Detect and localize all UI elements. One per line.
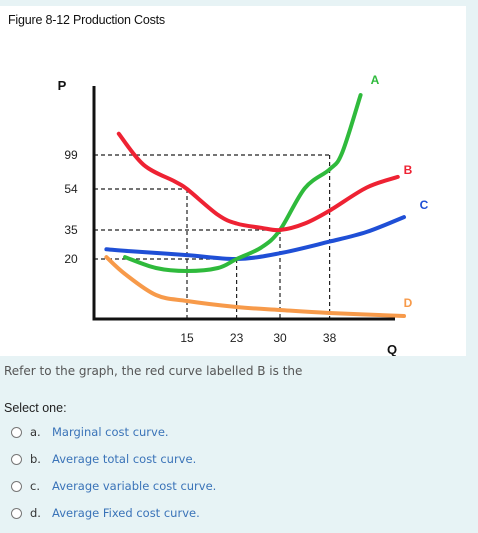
x-tick-30: 30 [273,331,287,345]
series-label-c: C [420,198,429,212]
series-label-a: A [371,73,380,87]
option-b-text[interactable]: Average total cost curve. [52,452,197,466]
question-text: Refer to the graph, the red curve labell… [4,364,303,378]
y-tick-99: 99 [64,148,78,162]
curve-b [116,131,400,233]
radio-option-b[interactable] [11,453,22,465]
figure-panel: Figure 8-12 Production Costs A B C D P Q 99 54 3… [0,6,466,356]
y-tick-35: 35 [64,223,78,237]
option-c-text[interactable]: Average variable cost curve. [52,479,217,493]
radio-option-c[interactable] [11,480,22,492]
option-c-letter: c. [30,479,40,493]
curve-a [123,93,363,274]
radio-option-d[interactable] [11,507,22,519]
production-cost-chart: A B C D P Q 99 54 35 20 15 23 30 38 [58,73,429,356]
x-tick-23: 23 [230,331,244,345]
x-tick-15: 15 [180,331,194,345]
radio-option-a[interactable] [11,426,22,438]
option-c[interactable]: c. Average variable cost curve. [11,476,216,496]
select-one-label: Select one: [4,401,67,415]
curve-c [104,215,406,262]
y-tick-54: 54 [64,182,78,196]
series-label-b: B [404,163,413,177]
option-a[interactable]: a. Marginal cost curve. [11,422,169,442]
option-d-text[interactable]: Average Fixed cost curve. [52,506,200,520]
option-d-letter: d. [30,506,41,520]
x-axis-title: Q [387,342,397,356]
option-a-text[interactable]: Marginal cost curve. [52,425,169,439]
option-b-letter: b. [30,452,41,466]
option-a-letter: a. [30,425,41,439]
figure-title: Figure 8-12 Production Costs [8,13,165,27]
series-label-d: D [404,296,413,310]
option-d[interactable]: d. Average Fixed cost curve. [11,503,200,523]
curve-d [104,255,406,318]
y-axis-title: P [58,78,67,93]
y-tick-20: 20 [64,252,78,266]
option-b[interactable]: b. Average total cost curve. [11,449,196,469]
x-tick-38: 38 [323,331,337,345]
